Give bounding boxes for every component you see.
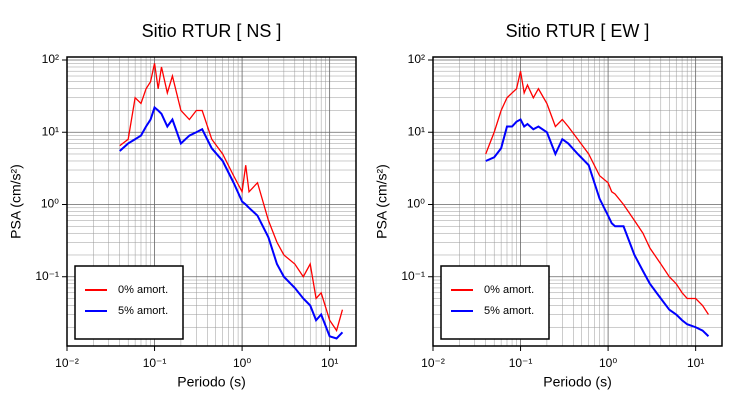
- legend-box: [440, 265, 550, 340]
- y-tick-label: 10²: [42, 52, 59, 66]
- chart-title: Sitio RTUR [ EW ]: [506, 21, 650, 41]
- x-tick-label: 10⁰: [233, 356, 251, 370]
- y-axis-label: PSA (cm/s²): [8, 164, 24, 239]
- y-tick-label: 10²: [408, 52, 425, 66]
- x-tick-label: 10⁻¹: [509, 356, 533, 370]
- plot-frame: [432, 56, 723, 347]
- plot-frame: [66, 56, 357, 347]
- y-tick-label: 10⁻¹: [401, 269, 425, 283]
- legend-label: 0% amort.: [118, 284, 168, 296]
- x-tick-label: 10⁻²: [55, 356, 79, 370]
- x-axis-label: Periodo (s): [177, 374, 245, 390]
- legend-box: [74, 265, 184, 340]
- x-tick-label: 10⁻¹: [143, 356, 167, 370]
- x-tick-label: 10¹: [321, 356, 338, 370]
- legend-label: 5% amort.: [118, 305, 168, 317]
- series-line: [119, 105, 344, 340]
- chart-title: Sitio RTUR [ NS ]: [142, 21, 282, 41]
- series-line: [485, 118, 710, 337]
- x-tick-label: 10⁰: [599, 356, 617, 370]
- y-axis-label: PSA (cm/s²): [374, 164, 390, 239]
- x-tick-label: 10⁻²: [421, 356, 445, 370]
- y-tick-label: 10¹: [42, 124, 59, 138]
- y-tick-label: 10⁰: [407, 197, 425, 211]
- x-tick-label: 10¹: [687, 356, 704, 370]
- series-line: [119, 63, 344, 333]
- series-line: [485, 71, 709, 315]
- y-tick-label: 10¹: [408, 124, 425, 138]
- y-tick-label: 10⁰: [41, 197, 59, 211]
- y-tick-label: 10⁻¹: [35, 269, 59, 283]
- x-axis-label: Periodo (s): [543, 374, 611, 390]
- legend-label: 0% amort.: [484, 284, 534, 296]
- legend-label: 5% amort.: [484, 305, 534, 317]
